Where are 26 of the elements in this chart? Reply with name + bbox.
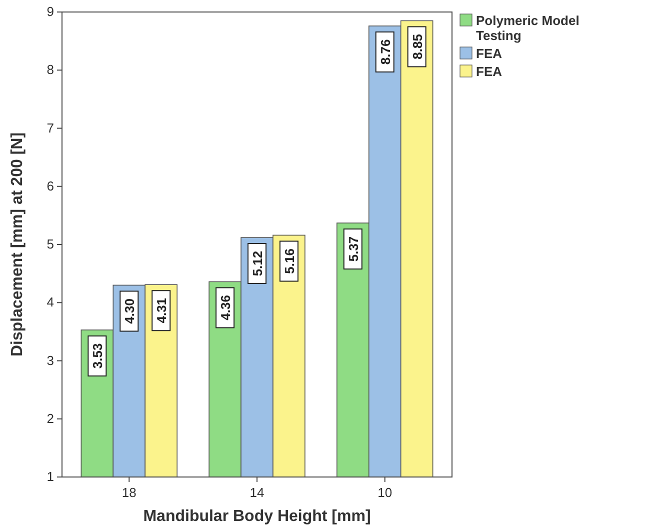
- legend-label: FEA: [476, 64, 503, 79]
- y-tick-label: 3: [46, 352, 54, 368]
- data-label: 5.12: [250, 250, 265, 276]
- data-label: 8.76: [378, 39, 393, 65]
- legend-label: FEA: [476, 46, 503, 61]
- y-tick-label: 9: [46, 4, 54, 19]
- y-tick-label: 4: [46, 294, 54, 310]
- y-tick-label: 5: [46, 236, 54, 252]
- data-label: 5.37: [346, 236, 361, 262]
- x-tick-label: 10: [378, 485, 392, 500]
- data-label: 4.30: [122, 298, 138, 324]
- data-label: 4.36: [218, 295, 234, 320]
- y-tick-label: 1: [46, 469, 54, 484]
- data-label: 4.31: [154, 298, 170, 324]
- y-tick-label: 6: [46, 178, 54, 194]
- legend-label: Polymeric Model Testing: [476, 13, 580, 43]
- y-axis-title: Displacement [mm] at 200 [N]: [9, 132, 26, 357]
- data-label: 3.53: [90, 343, 106, 369]
- data-label: 8.85: [410, 34, 425, 60]
- y-tick-label: 7: [46, 120, 54, 136]
- y-tick-label: 2: [46, 410, 54, 426]
- y-tick-label: 8: [46, 62, 54, 78]
- data-label: 5.16: [282, 248, 297, 274]
- x-axis-title: Mandibular Body Height [mm]: [143, 508, 371, 525]
- x-tick-label: 14: [250, 485, 264, 500]
- x-tick-label: 18: [122, 485, 136, 500]
